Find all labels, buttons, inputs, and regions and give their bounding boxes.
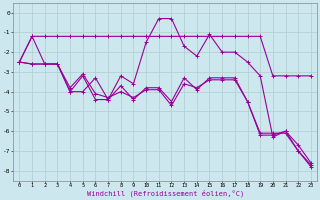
X-axis label: Windchill (Refroidissement éolien,°C): Windchill (Refroidissement éolien,°C) [86,190,244,197]
